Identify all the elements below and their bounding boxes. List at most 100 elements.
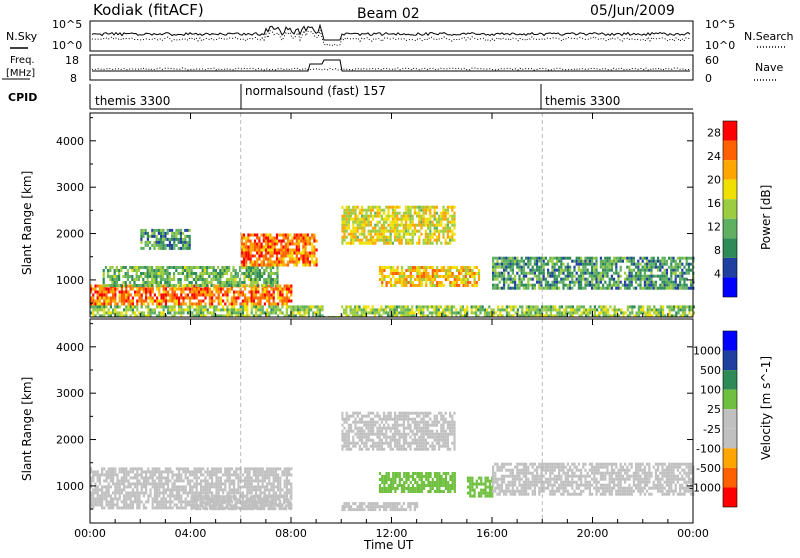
data-cell: [200, 479, 202, 482]
data-cell: [232, 504, 234, 507]
data-cell: [392, 224, 394, 227]
data-cell: [429, 236, 431, 239]
data-cell: [182, 488, 184, 491]
data-cell: [454, 275, 456, 278]
data-cell: [286, 476, 288, 479]
data-cell: [262, 470, 264, 473]
data-cell: [647, 308, 649, 311]
data-cell: [478, 275, 480, 278]
data-cell: [94, 482, 96, 485]
data-cell: [576, 278, 578, 281]
data-cell: [677, 257, 679, 260]
data-cell: [226, 284, 228, 287]
data-cell: [359, 218, 361, 221]
data-cell: [142, 229, 144, 232]
data-cell: [276, 284, 278, 287]
data-cell: [279, 294, 281, 297]
data-cell: [359, 448, 361, 451]
data-cell: [204, 501, 206, 504]
data-cell: [129, 266, 131, 269]
data-cell: [256, 234, 258, 237]
data-cell: [414, 206, 416, 209]
data-cell: [407, 212, 409, 215]
data-cell: [627, 305, 629, 308]
data-cell: [534, 260, 536, 263]
data-cell: [152, 497, 154, 500]
data-cell: [638, 308, 640, 311]
data-cell: [143, 482, 145, 485]
data-cell: [380, 305, 382, 308]
data-cell: [182, 479, 184, 482]
data-cell: [252, 261, 254, 264]
data-cell: [273, 291, 275, 294]
data-cell: [243, 272, 245, 275]
data-cell: [538, 275, 540, 278]
data-cell: [350, 242, 352, 245]
data-cell: [253, 303, 255, 306]
data-cell: [363, 421, 365, 424]
data-cell: [162, 278, 164, 281]
data-cell: [276, 269, 278, 272]
data-cell: [421, 281, 423, 284]
data-cell: [348, 212, 350, 215]
data-cell: [164, 284, 166, 287]
data-cell: [242, 300, 244, 303]
data-cell: [155, 278, 157, 281]
data-cell: [316, 249, 318, 252]
data-cell: [182, 232, 184, 235]
data-cell: [116, 311, 118, 314]
data-cell: [276, 261, 278, 264]
data-cell: [213, 266, 215, 269]
data-cell: [403, 233, 405, 236]
data-cell: [99, 479, 101, 482]
data-cell: [231, 473, 233, 476]
data-cell: [237, 479, 239, 482]
data-cell: [156, 288, 158, 291]
data-cell: [299, 305, 301, 308]
data-cell: [136, 476, 138, 479]
data-cell: [573, 269, 575, 272]
data-cell: [160, 479, 162, 482]
data-cell: [272, 243, 274, 246]
data-cell: [653, 308, 655, 311]
data-cell: [167, 506, 169, 509]
data-cell: [185, 470, 187, 473]
data-cell: [110, 311, 112, 314]
data-cell: [112, 497, 114, 500]
data-cell: [116, 479, 118, 482]
data-cell: [144, 284, 146, 287]
data-cell: [268, 275, 270, 278]
data-cell: [160, 269, 162, 272]
data-cell: [664, 287, 666, 290]
data-cell: [410, 278, 412, 281]
data-cell: [411, 311, 413, 314]
data-cell: [254, 255, 256, 258]
data-cell: [123, 494, 125, 497]
data-cell: [343, 311, 345, 314]
data-cell: [397, 272, 399, 275]
data-cell: [578, 263, 580, 266]
data-cell: [101, 294, 103, 297]
data-cell: [270, 278, 272, 281]
data-cell: [251, 305, 253, 308]
data-cell: [604, 287, 606, 290]
data-cell: [229, 311, 231, 314]
data-cell: [123, 303, 125, 306]
data-cell: [285, 264, 287, 267]
data-cell: [259, 498, 261, 501]
data-cell: [501, 308, 503, 311]
data-cell: [158, 482, 160, 485]
data-cell: [118, 278, 120, 281]
data-cell: [438, 284, 440, 287]
data-cell: [442, 227, 444, 230]
data-cell: [220, 476, 222, 479]
data-cell: [245, 246, 247, 249]
data-cell: [290, 285, 292, 288]
data-cell: [675, 275, 677, 278]
data-cell: [200, 491, 202, 494]
data-cell: [266, 476, 268, 479]
data-cell: [191, 275, 193, 278]
data-cell: [277, 291, 279, 294]
data-cell: [268, 291, 270, 294]
data-cell: [264, 476, 266, 479]
